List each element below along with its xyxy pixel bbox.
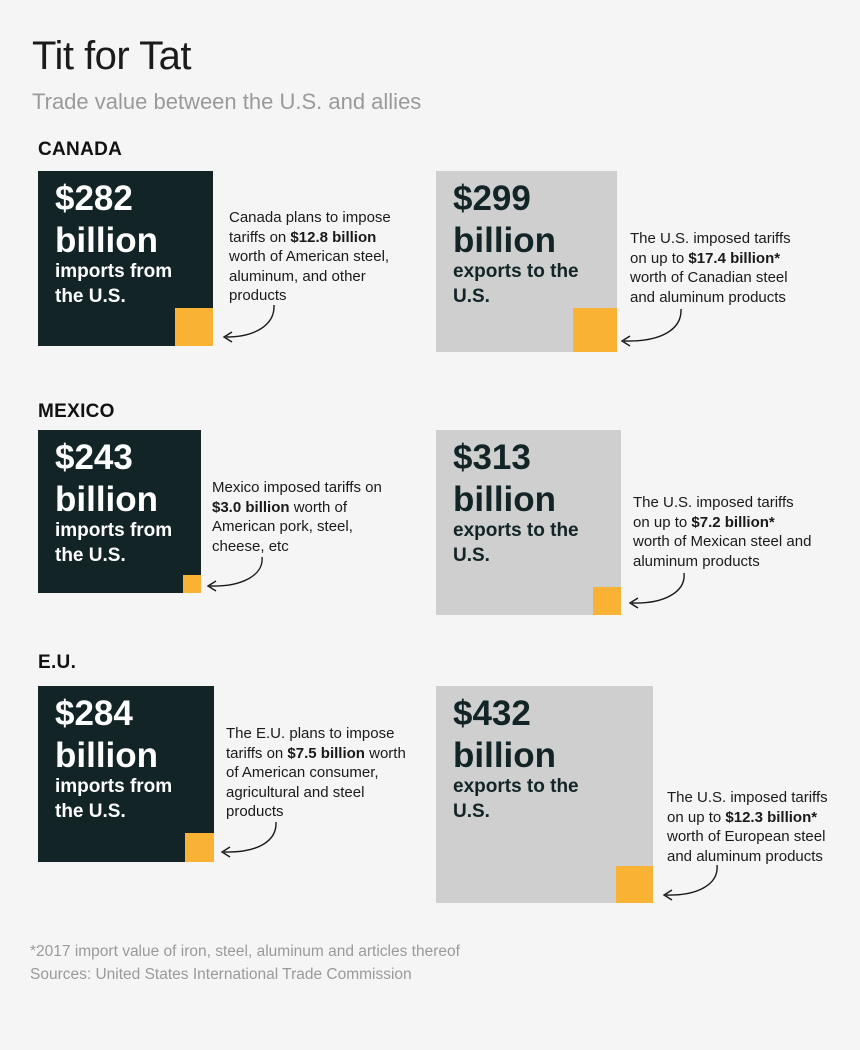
imports-unit: billion <box>55 736 159 775</box>
tariff-square <box>593 587 621 615</box>
export-tariff-note: The U.S. imposed tariffs on up to $12.3 … <box>667 789 828 865</box>
country-label: CANADA <box>38 139 123 160</box>
exports-label: exports to the U.S. <box>453 261 579 307</box>
source-note: Sources: United States International Tra… <box>30 966 412 983</box>
imports-amount: $243 <box>55 438 133 477</box>
import-tariff-note: Canada plans to impose tariffs on $12.8 … <box>229 209 391 304</box>
page-subtitle: Trade value between the U.S. and allies <box>32 89 422 114</box>
tariff-square <box>616 866 653 903</box>
exports-box: $299 billion exports to the U.S. <box>436 171 617 352</box>
exports-box: $313 billion exports to the U.S. <box>436 430 621 615</box>
exports-label: exports to the U.S. <box>453 520 579 566</box>
import-tariff-note: The E.U. plans to impose tariffs on $7.5… <box>226 725 406 820</box>
imports-label: imports from the U.S. <box>55 776 173 822</box>
tariff-square <box>573 308 617 352</box>
imports-amount: $284 <box>55 694 133 733</box>
exports-unit: billion <box>453 221 557 260</box>
exports-amount: $299 <box>453 179 531 218</box>
exports-unit: billion <box>453 480 557 519</box>
tariff-square <box>185 833 214 862</box>
tariff-square <box>183 575 201 593</box>
country-label: E.U. <box>38 652 77 673</box>
imports-box: $282 billion imports from the U.S. <box>38 171 213 346</box>
page-title: Tit for Tat <box>32 34 192 78</box>
imports-unit: billion <box>55 480 159 519</box>
tariff-square <box>175 308 213 346</box>
export-tariff-note: The U.S. imposed tariffs on up to $17.4 … <box>630 230 791 306</box>
imports-label: imports from the U.S. <box>55 520 173 566</box>
exports-amount: $432 <box>453 694 531 733</box>
imports-unit: billion <box>55 221 159 260</box>
export-tariff-note: The U.S. imposed tariffs on up to $7.2 b… <box>633 494 812 570</box>
exports-amount: $313 <box>453 438 531 477</box>
imports-box: $284 billion imports from the U.S. <box>38 686 214 862</box>
imports-label: imports from the U.S. <box>55 261 173 307</box>
import-tariff-note: Mexico imposed tariffs on $3.0 billion w… <box>212 479 382 555</box>
country-label: MEXICO <box>38 401 115 422</box>
exports-label: exports to the U.S. <box>453 776 579 822</box>
footnote: *2017 import value of iron, steel, alumi… <box>30 943 460 960</box>
exports-box: $432 billion exports to the U.S. <box>436 686 653 903</box>
exports-unit: billion <box>453 736 557 775</box>
imports-box: $243 billion imports from the U.S. <box>38 430 201 593</box>
imports-amount: $282 <box>55 179 133 218</box>
